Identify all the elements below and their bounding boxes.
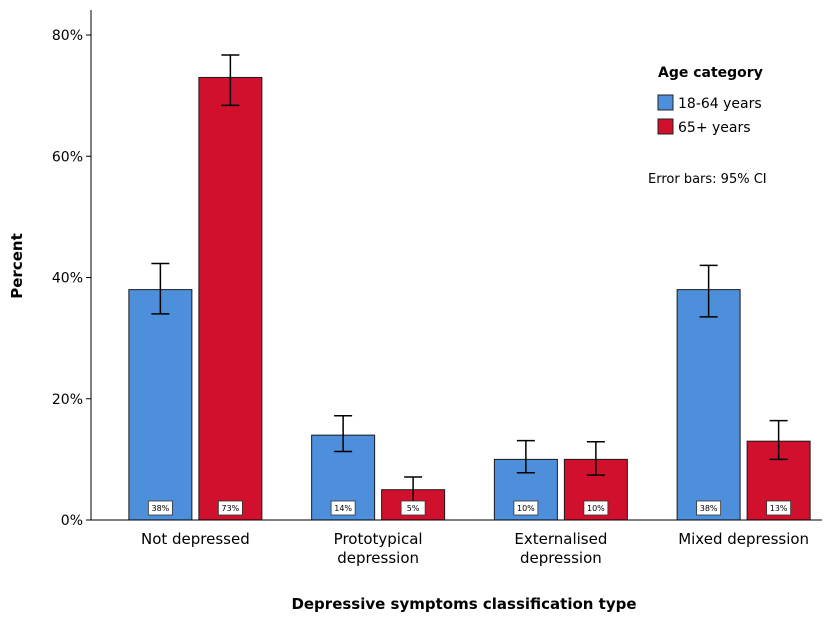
error-bar <box>221 54 240 107</box>
error-bar <box>516 439 535 474</box>
y-tick-label: 0% <box>61 513 83 529</box>
error-bar <box>769 419 788 461</box>
data-label: 13% <box>766 500 792 516</box>
data-label: 38% <box>147 500 173 516</box>
x-axis-title: Depressive symptoms classification type <box>291 595 636 613</box>
y-tick-label: 20% <box>52 392 83 408</box>
x-tick-label: Not depressed <box>141 530 250 548</box>
legend-title: Age category <box>658 65 763 81</box>
error-bar <box>151 262 170 315</box>
x-tick-label: depression <box>520 549 602 567</box>
x-tick-label: Mixed depression <box>678 530 809 548</box>
data-label: 38% <box>696 500 722 516</box>
error-bar <box>699 264 718 318</box>
data-label-text: 10% <box>517 504 535 513</box>
legend-swatch-65plus <box>657 118 674 135</box>
legend-label-18-64: 18-64 years <box>678 96 762 112</box>
error-bar <box>586 441 605 476</box>
data-label-text: 14% <box>334 504 352 513</box>
legend: Age category 18-64 years 65+ years <box>657 65 763 136</box>
data-label-text: 5% <box>407 504 420 513</box>
legend-swatch-18-64 <box>657 94 674 111</box>
y-tick-label: 40% <box>52 271 83 287</box>
y-tick-label: 80% <box>52 28 83 44</box>
bar <box>676 289 741 521</box>
error-bars-note: Error bars: 95% CI <box>648 172 767 187</box>
data-label-text: 10% <box>587 504 605 513</box>
data-label: 73% <box>217 500 243 516</box>
error-bar <box>334 414 353 453</box>
data-label: 5% <box>400 500 426 516</box>
data-label: 10% <box>583 500 609 516</box>
data-label-text: 13% <box>770 504 788 513</box>
data-label: 10% <box>513 500 539 516</box>
y-axis-title: Percent <box>8 233 26 298</box>
data-label-text: 38% <box>151 504 169 513</box>
bar <box>128 289 193 521</box>
x-tick-label: Prototypical <box>334 530 423 548</box>
data-label-text: 73% <box>221 504 239 513</box>
data-label-text: 38% <box>700 504 718 513</box>
x-tick-label: depression <box>337 549 419 567</box>
y-tick-label: 60% <box>52 149 83 165</box>
legend-label-65plus: 65+ years <box>678 120 751 136</box>
x-tick-label: Externalised <box>514 530 607 548</box>
data-label: 14% <box>330 500 356 516</box>
bar <box>198 76 263 521</box>
